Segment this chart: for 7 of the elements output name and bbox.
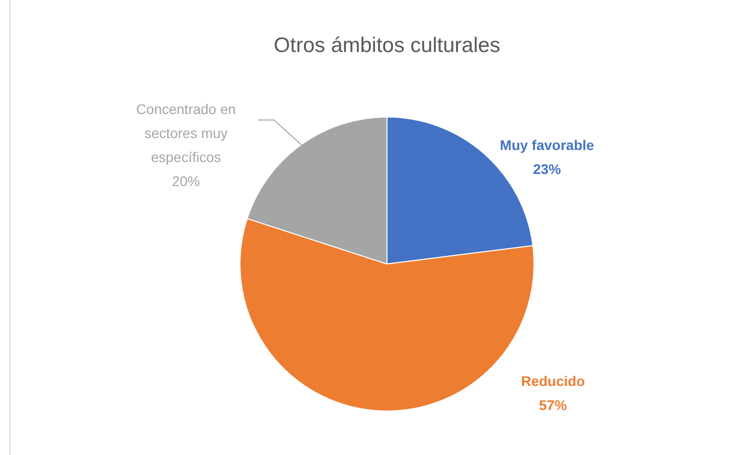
chart-title: Otros ámbitos culturales — [274, 34, 500, 57]
data-label: 23% — [532, 161, 562, 177]
data-label: 20% — [172, 173, 200, 189]
data-label: 57% — [538, 397, 568, 413]
slice-label: Reducido — [521, 373, 585, 389]
legend-label: Concentrado en sectores muy específicos — [136, 101, 236, 165]
slice-label: Muy favorable — [500, 137, 594, 153]
